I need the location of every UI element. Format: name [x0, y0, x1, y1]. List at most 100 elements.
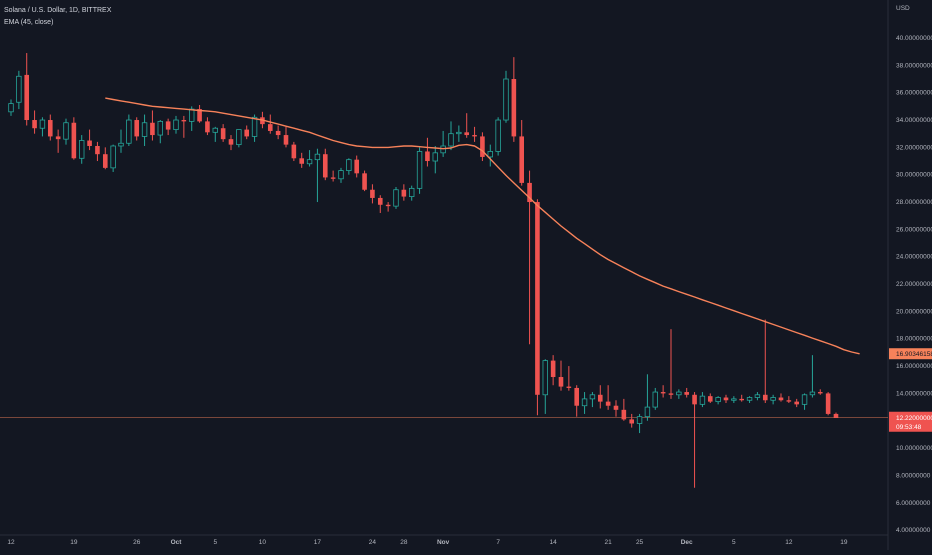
candle[interactable]	[283, 126, 289, 148]
ema-line[interactable]	[105, 97, 860, 355]
candle[interactable]	[503, 70, 509, 123]
candle[interactable]	[519, 120, 525, 186]
candle[interactable]	[173, 115, 179, 134]
candle[interactable]	[574, 385, 580, 417]
price-axis-tick[interactable]: 32.00000000	[896, 144, 932, 151]
candle[interactable]	[220, 124, 226, 142]
candle[interactable]	[377, 195, 383, 213]
candle[interactable]	[605, 385, 611, 410]
candle[interactable]	[464, 113, 470, 138]
price-axis-tick[interactable]: 30.00000000	[896, 172, 932, 179]
candle[interactable]	[126, 114, 132, 146]
time-axis-label[interactable]: 10	[259, 539, 267, 546]
candle[interactable]	[197, 104, 202, 123]
candle[interactable]	[762, 319, 768, 403]
candle[interactable]	[644, 374, 651, 421]
time-axis-label[interactable]: 26	[133, 539, 141, 546]
candle[interactable]	[636, 413, 643, 434]
candle[interactable]	[480, 132, 485, 162]
time-axis-label[interactable]: Dec	[681, 539, 693, 546]
candle[interactable]	[314, 148, 321, 203]
time-axis-label[interactable]: 19	[70, 539, 78, 546]
time-axis-label[interactable]: 5	[213, 539, 217, 546]
candle[interactable]	[95, 141, 100, 162]
time-axis-label[interactable]: 7	[496, 539, 500, 546]
candle[interactable]	[385, 202, 391, 212]
candle[interactable]	[205, 117, 210, 136]
time-axis-label[interactable]: 21	[605, 539, 613, 546]
candle[interactable]	[181, 115, 187, 138]
candle[interactable]	[684, 387, 690, 398]
candle[interactable]	[739, 394, 745, 402]
candle[interactable]	[346, 158, 352, 175]
candle[interactable]	[660, 385, 666, 398]
candle[interactable]	[150, 110, 155, 141]
price-axis-tick[interactable]: 16.00000000	[896, 363, 932, 370]
candle[interactable]	[511, 57, 517, 142]
candle[interactable]	[370, 184, 375, 204]
candle[interactable]	[817, 389, 823, 395]
candle[interactable]	[731, 396, 737, 403]
candle[interactable]	[157, 120, 163, 144]
price-axis-tick[interactable]: 8.00000000	[896, 472, 931, 479]
candle[interactable]	[8, 99, 14, 116]
candle[interactable]	[291, 141, 297, 162]
candle[interactable]	[244, 125, 250, 140]
price-axis-tick[interactable]: 20.00000000	[896, 308, 932, 315]
candle[interactable]	[668, 329, 674, 399]
price-axis-tick[interactable]: 18.00000000	[896, 336, 932, 343]
candle[interactable]	[409, 185, 415, 201]
time-axis-label[interactable]: Oct	[171, 539, 183, 546]
candle[interactable]	[699, 392, 706, 408]
price-axis-tick[interactable]: 14.00000000	[896, 390, 932, 397]
candle[interactable]	[456, 125, 462, 142]
candle[interactable]	[393, 187, 399, 209]
candle[interactable]	[589, 392, 596, 408]
candle[interactable]	[472, 126, 477, 142]
candle[interactable]	[621, 398, 627, 421]
time-axis-label[interactable]: 14	[550, 539, 558, 546]
candle[interactable]	[535, 199, 540, 416]
time-axis-label[interactable]: Nov	[437, 539, 450, 546]
candle[interactable]	[79, 135, 85, 164]
time-axis-label[interactable]: 5	[732, 539, 736, 546]
candle[interactable]	[440, 130, 446, 157]
candle[interactable]	[558, 360, 564, 391]
time-axis-label[interactable]: 12	[785, 539, 793, 546]
price-axis-tick[interactable]: 24.00000000	[896, 254, 932, 261]
candle[interactable]	[801, 393, 808, 410]
candle[interactable]	[723, 394, 729, 403]
price-axis-tick[interactable]: 26.00000000	[896, 226, 932, 233]
candle[interactable]	[432, 145, 438, 174]
time-axis-label[interactable]: 12	[7, 539, 15, 546]
time-axis-label[interactable]: 24	[369, 539, 377, 546]
candle[interactable]	[87, 129, 92, 151]
price-axis-currency[interactable]: USD	[896, 5, 910, 12]
candle[interactable]	[141, 114, 148, 146]
candle[interactable]	[786, 396, 792, 403]
candle[interactable]	[597, 385, 603, 409]
candle[interactable]	[746, 396, 753, 403]
candle[interactable]	[487, 144, 493, 167]
candle[interactable]	[267, 114, 273, 134]
candle[interactable]	[425, 137, 430, 167]
candle[interactable]	[707, 393, 713, 403]
time-axis-label[interactable]: 17	[314, 539, 322, 546]
price-axis-tick[interactable]: 10.00000000	[896, 445, 932, 452]
candle[interactable]	[212, 126, 218, 142]
time-axis-label[interactable]: 28	[400, 539, 408, 546]
candle[interactable]	[770, 394, 776, 405]
candle[interactable]	[63, 118, 69, 145]
candle[interactable]	[495, 117, 501, 156]
candle[interactable]	[692, 392, 697, 488]
candle[interactable]	[354, 155, 360, 178]
price-axis-tick[interactable]: 6.00000000	[896, 500, 931, 507]
candle[interactable]	[110, 144, 116, 172]
candle[interactable]	[24, 53, 30, 126]
price-axis-tick[interactable]: 36.00000000	[896, 90, 932, 97]
candle[interactable]	[71, 117, 77, 160]
candle[interactable]	[228, 135, 234, 151]
candle[interactable]	[542, 359, 548, 414]
candle[interactable]	[676, 389, 682, 399]
